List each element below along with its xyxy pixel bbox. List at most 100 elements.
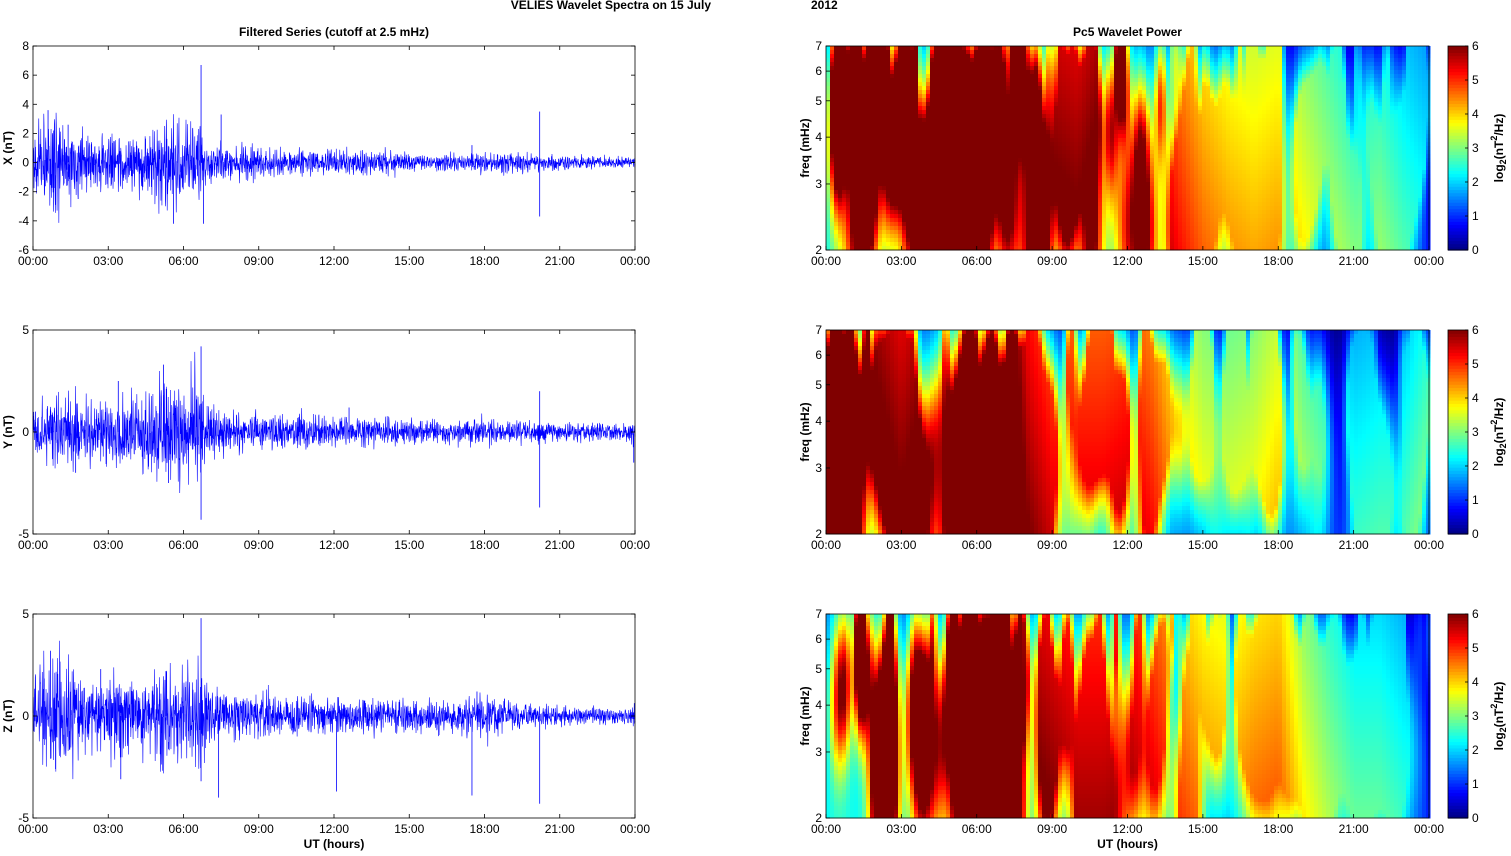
wavelet-cell [1086, 66, 1091, 71]
wavelet-cell [982, 98, 987, 103]
wavelet-cell [950, 106, 955, 111]
y-tick-label: 8 [22, 39, 29, 53]
wavelet-cell [842, 182, 847, 187]
wavelet-cell [1114, 158, 1119, 163]
wavelet-cell [1130, 162, 1135, 167]
wavelet-cell [1098, 122, 1103, 127]
wavelet-cell [1150, 238, 1155, 243]
wavelet-cell [934, 218, 939, 223]
wavelet-cell [938, 98, 943, 103]
wavelet-cell [1114, 50, 1119, 55]
wavelet-cell [1190, 174, 1195, 179]
wavelet-cell [1114, 162, 1119, 167]
wavelet-cell [942, 86, 947, 91]
wavelet-cell [846, 142, 851, 147]
wavelet-cell [934, 138, 939, 143]
wavelet-cell [914, 150, 919, 155]
wavelet-cell [1118, 122, 1123, 127]
wavelet-cell [838, 146, 843, 151]
wavelet-cell [946, 174, 951, 179]
wavelet-cell [1038, 230, 1043, 235]
wavelet-cell [1126, 182, 1131, 187]
wavelet-cell [918, 46, 923, 51]
wavelet-cell [1198, 150, 1203, 155]
wavelet-cell [918, 78, 923, 83]
wavelet-cell [1094, 138, 1099, 143]
wavelet-cell [954, 242, 959, 247]
wavelet-cell [970, 214, 975, 219]
wavelet-cell [850, 166, 855, 171]
wavelet-cell [950, 158, 955, 163]
wavelet-cell [826, 130, 831, 135]
wavelet-cell [1018, 202, 1023, 207]
wavelet-cell [978, 238, 983, 243]
wavelet-cell [1190, 242, 1195, 247]
wavelet-cell [906, 82, 911, 87]
wavelet-cell [1066, 162, 1071, 167]
wavelet-cell [966, 118, 971, 123]
wavelet-cell [862, 162, 867, 167]
wavelet-cell [926, 230, 931, 235]
wavelet-cell [994, 162, 999, 167]
wavelet-cell [990, 142, 995, 147]
wavelet-cell [1046, 118, 1051, 123]
wavelet-cell [1170, 126, 1175, 131]
wavelet-cell [878, 190, 883, 195]
wavelet-cell [1042, 46, 1047, 51]
wavelet-cell [1022, 122, 1027, 127]
wavelet-cell [1174, 114, 1179, 119]
wavelet-cell [1110, 222, 1115, 227]
wavelet-cell [882, 170, 887, 175]
wavelet-cell [1126, 202, 1131, 207]
wavelet-cell [1022, 94, 1027, 99]
wavelet-cell [1090, 70, 1095, 75]
wavelet-cell [946, 106, 951, 111]
wavelet-cell [894, 210, 899, 215]
wavelet-cell [1094, 238, 1099, 243]
wavelet-cell [866, 162, 871, 167]
wavelet-cell [1042, 146, 1047, 151]
wavelet-cell [830, 214, 835, 219]
wavelet-cell [1162, 82, 1167, 87]
wavelet-cell [1138, 134, 1143, 139]
wavelet-cell [1162, 70, 1167, 75]
wavelet-cell [1102, 62, 1107, 67]
wavelet-cell [1154, 58, 1159, 63]
wavelet-cell [1098, 118, 1103, 123]
wavelet-cell [978, 158, 983, 163]
wavelet-cell [1042, 82, 1047, 87]
wavelet-cell [830, 150, 835, 155]
wavelet-cell [1198, 166, 1203, 171]
wavelet-cell [1126, 118, 1131, 123]
wavelet-cell [1190, 142, 1195, 147]
wavelet-cell [1090, 202, 1095, 207]
wavelet-cell [858, 234, 863, 239]
wavelet-cell [1186, 162, 1191, 167]
wavelet-cell [854, 234, 859, 239]
wavelet-cell [1022, 46, 1027, 51]
wavelet-cell [1134, 78, 1139, 83]
wavelet-cell [1070, 106, 1075, 111]
wavelet-cell [1142, 242, 1147, 247]
wavelet-cell [954, 74, 959, 79]
wavelet-cell [1186, 182, 1191, 187]
wavelet-cell [1014, 158, 1019, 163]
wavelet-cell [1170, 134, 1175, 139]
wavelet-cell [934, 90, 939, 95]
wavelet-cell [1142, 214, 1147, 219]
wavelet-cell [1038, 198, 1043, 203]
wavelet-cell [826, 174, 831, 179]
wavelet-cell [1110, 118, 1115, 123]
wavelet-cell [862, 182, 867, 187]
wavelet-cell [950, 50, 955, 55]
wavelet-cell [826, 146, 831, 151]
wavelet-cell [1094, 202, 1099, 207]
wavelet-cell [1066, 242, 1071, 247]
wavelet-cell [950, 54, 955, 59]
wavelet-cell [998, 158, 1003, 163]
wavelet-cell [902, 90, 907, 95]
wavelet-cell [830, 178, 835, 183]
wavelet-cell [1174, 50, 1179, 55]
wavelet-cell [1158, 238, 1163, 243]
wavelet-cell [1078, 110, 1083, 115]
